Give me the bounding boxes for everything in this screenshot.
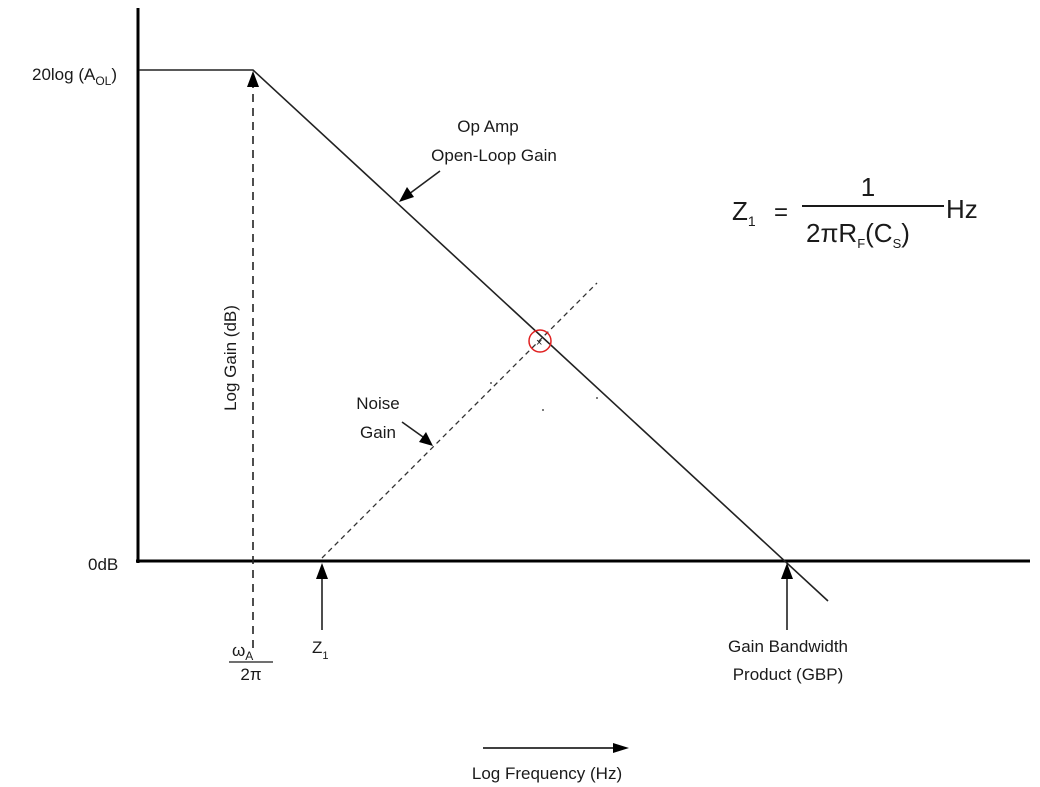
z1-arrowhead [316, 563, 328, 579]
zero-db-label: 0dB [88, 555, 118, 574]
formula-lhs: Z1 [732, 196, 756, 229]
omega-a-label: ωA 2π [229, 641, 273, 684]
noise-label-line1: Noise [356, 394, 399, 413]
z1-x-label: Z1 [312, 638, 329, 662]
formula-denominator: 2πRF(CS) [806, 218, 910, 251]
noise-pointer-arrowhead [419, 432, 433, 446]
noise-pointer-line [401, 421, 424, 438]
y-axis-title: Log Gain (dB) [221, 305, 240, 411]
noise-label-line2: Gain [360, 423, 396, 442]
open-loop-pointer-arrowhead [399, 187, 414, 202]
intersection-marker [528, 329, 552, 353]
gbp-arrowhead [781, 563, 793, 579]
z1-formula: Z1 = 1 2πRF(CS) Hz [732, 172, 978, 251]
speck [490, 382, 492, 384]
x-title-arrowhead [613, 743, 629, 753]
open-loop-label-line2: Open-Loop Gain [431, 146, 557, 165]
speck [542, 409, 544, 411]
noise-gain-curve [321, 282, 598, 559]
open-loop-pointer-line [408, 170, 441, 195]
intersection-cross-icon: × [536, 337, 542, 349]
formula-unit: Hz [946, 194, 978, 224]
omega-a-arrowhead [247, 71, 259, 87]
omega-a-numerator: ωA [232, 641, 253, 663]
x-axis-title: Log Frequency (Hz) [472, 764, 622, 783]
y-top-label: 20log (AOL) [32, 65, 117, 88]
formula-numerator: 1 [861, 172, 875, 202]
omega-a-denominator: 2π [240, 665, 261, 684]
open-loop-gain-curve [139, 69, 829, 602]
formula-equals: = [774, 199, 788, 226]
speck [596, 397, 598, 399]
gbp-label-line1: Gain Bandwidth [728, 637, 848, 656]
gbp-label-line2: Product (GBP) [733, 665, 844, 684]
open-loop-label-line1: Op Amp [457, 117, 518, 136]
